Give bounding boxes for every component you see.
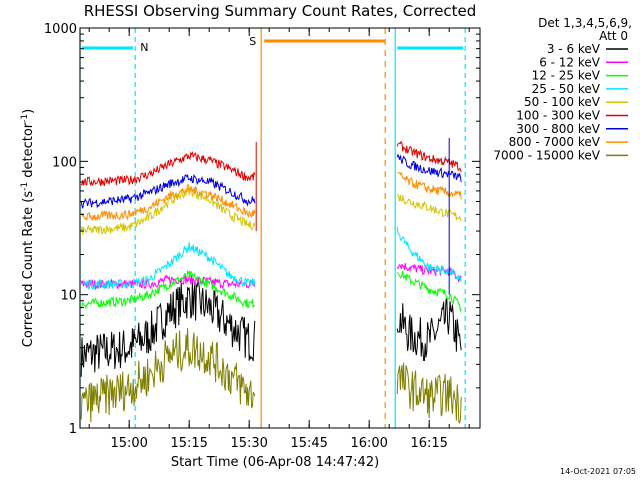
series-line (396, 297, 462, 362)
y-tick-label: 100 (52, 155, 77, 170)
legend-label: 12 - 25 keV (532, 69, 601, 83)
chart-title: RHESSI Observing Summary Count Rates, Co… (84, 2, 477, 20)
legend-label: 50 - 100 keV (524, 95, 601, 109)
y-axis-title-part3: ) (21, 109, 36, 114)
y-axis-title-part2: detector (21, 122, 36, 182)
series-line (80, 150, 256, 187)
legend-label: 3 - 6 keV (547, 42, 601, 56)
plot-frame (79, 27, 481, 429)
series-line (396, 362, 462, 424)
y-tick-label: 10 (60, 289, 77, 304)
legend-label: 7000 - 15000 keV (493, 148, 600, 162)
legend-label: 300 - 800 keV (516, 122, 600, 136)
x-axis-title: Start Time (06-Apr-08 14:47:42) (171, 455, 379, 470)
x-tick-label: 15:00 (110, 436, 147, 451)
series-line (80, 242, 256, 290)
series-line (80, 279, 256, 377)
series-line (80, 173, 256, 209)
series-line (396, 153, 462, 183)
x-tick-label: 16:00 (350, 436, 387, 451)
y-axis-title-sup1: -1 (20, 182, 30, 191)
x-tick-label: 15:45 (290, 436, 327, 451)
series-line (80, 328, 256, 423)
y-axis-ticks: 1 10 100 1000 (44, 22, 480, 437)
series-line (396, 140, 462, 173)
series-line (80, 187, 256, 236)
series-line (80, 184, 256, 222)
y-tick-label: 1000 (44, 22, 77, 37)
y-axis-title-part1: Corrected Count Rate (s (21, 191, 36, 348)
series-line (397, 193, 462, 222)
y-axis-title-sup2: -1 (20, 114, 30, 123)
night-label: N (140, 41, 148, 54)
x-axis-ticks: 15:00 15:15 15:30 15:45 16:00 16:15 (88, 28, 470, 451)
y-tick-label: 1 (69, 422, 77, 437)
x-tick-label: 15:15 (170, 436, 207, 451)
generation-timestamp: 14-Oct-2021 07:05 (560, 467, 636, 476)
x-tick-label: 15:30 (230, 436, 267, 451)
legend-label: 800 - 7000 keV (509, 135, 601, 149)
legend-label: 6 - 12 keV (539, 55, 601, 69)
legend-header-line1: Det 1,3,4,5,6,9, (538, 16, 632, 30)
series-line (396, 270, 462, 313)
saa-label: S (249, 35, 256, 48)
svg-text:Corrected Count Rate (s-1 dete: Corrected Count Rate (s-1 detector-1) (20, 109, 36, 347)
legend-header-line2: Att 0 (599, 29, 628, 43)
y-axis-title: Corrected Count Rate (s-1 detector-1) (20, 109, 36, 347)
series-line (397, 171, 462, 200)
series-line (396, 226, 462, 282)
legend-label: 25 - 50 keV (532, 82, 601, 96)
legend-label: 100 - 300 keV (516, 109, 600, 123)
series-line (80, 269, 256, 310)
x-tick-label: 16:15 (410, 436, 447, 451)
